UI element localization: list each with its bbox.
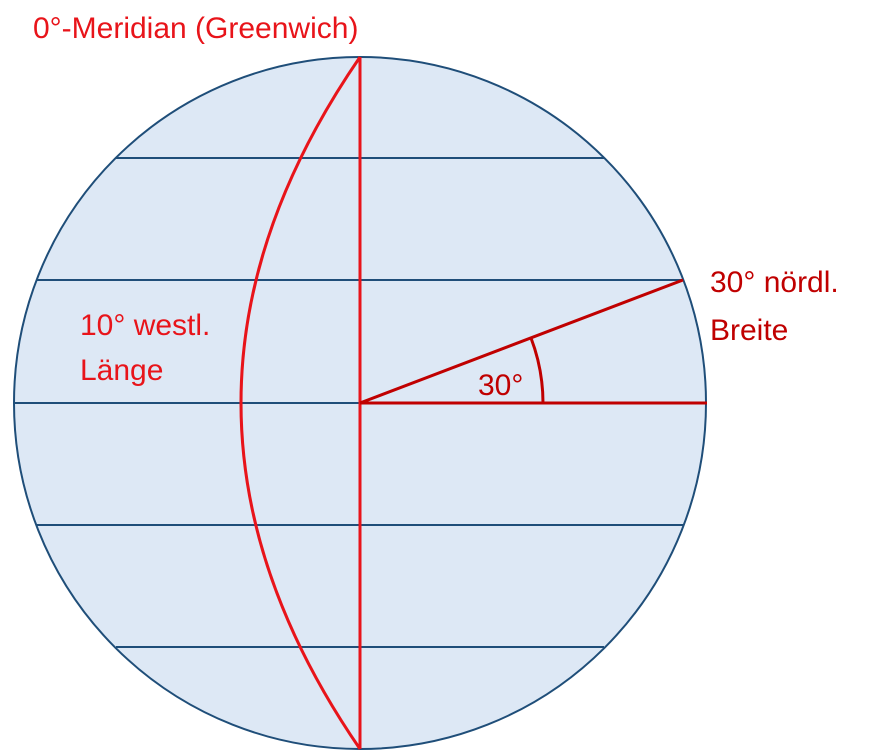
latitude-label: Breite (710, 314, 788, 347)
angle-arc (529, 337, 545, 404)
longitude-label: 10° westl. (80, 309, 210, 342)
angle-label: 30° (478, 369, 523, 402)
title: 0°-Meridian (Greenwich) (33, 12, 358, 45)
meridian-10w (239, 56, 362, 750)
latitude-label: 30° nördl. (710, 266, 839, 299)
latitude-radius (359, 278, 684, 405)
longitude-label: Länge (80, 354, 163, 387)
